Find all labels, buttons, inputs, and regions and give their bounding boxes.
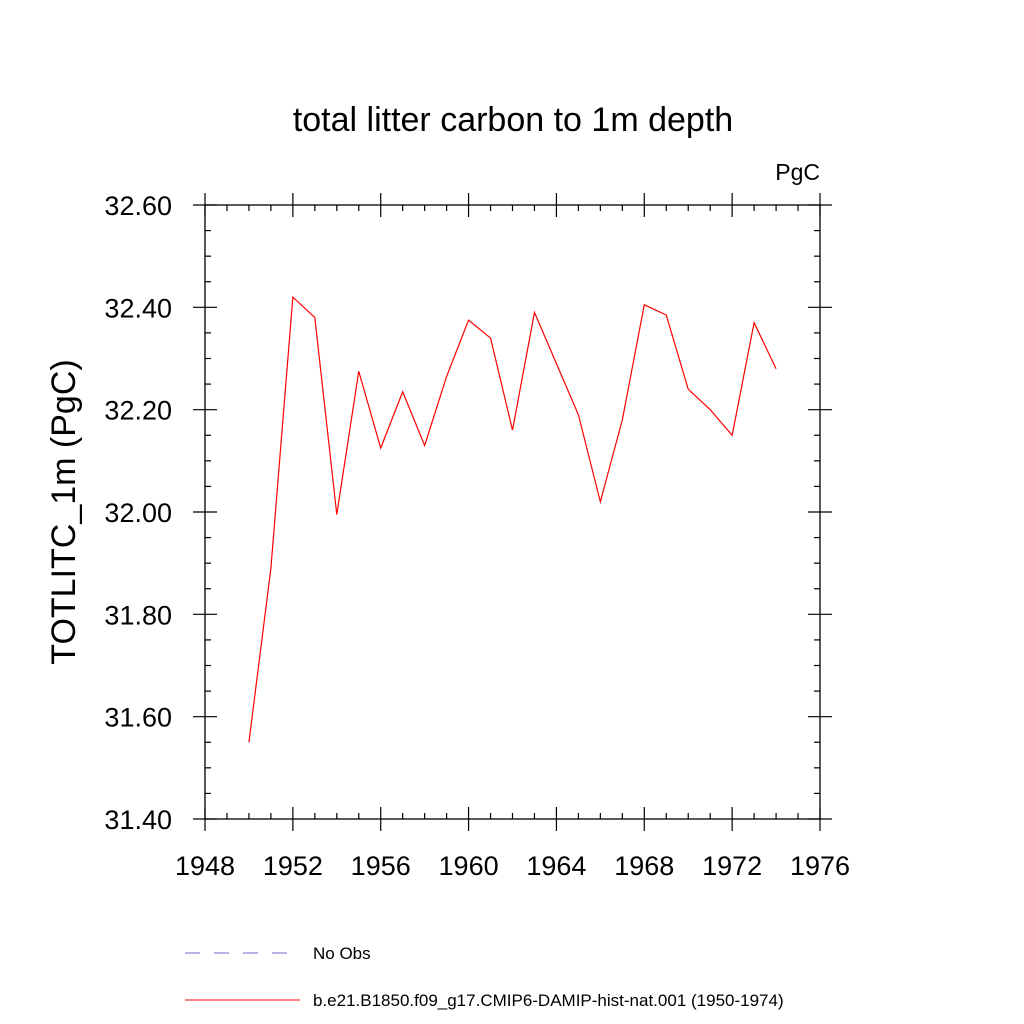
- x-tick-label: 1952: [263, 851, 323, 881]
- units-label: PgC: [775, 159, 820, 185]
- data-point: [556, 363, 557, 364]
- data-point: [754, 322, 755, 323]
- x-tick-label: 1964: [526, 851, 586, 881]
- tick-labels: 1948 1952 1956 1960 1964 1968 1972 1976 31.40 31.…: [104, 191, 850, 881]
- x-tick-label: 1968: [614, 851, 674, 881]
- data-point: [402, 391, 403, 392]
- axis-ticks: [193, 193, 832, 831]
- y-tick-label: 31.40: [104, 805, 172, 835]
- data-point: [490, 337, 491, 338]
- data-point: [424, 445, 425, 446]
- x-tick-label: 1960: [439, 851, 499, 881]
- legend-label: b.e21.B1850.f09_g17.CMIP6-DAMIP-hist-nat…: [313, 991, 784, 1010]
- y-tick-label: 32.20: [104, 396, 172, 426]
- data-point: [336, 514, 337, 515]
- y-tick-label: 32.40: [104, 293, 172, 323]
- y-tick-label: 32.00: [104, 498, 172, 528]
- data-point: [775, 368, 776, 369]
- x-tick-label: 1972: [702, 851, 762, 881]
- data-point: [358, 371, 359, 372]
- data-point: [512, 430, 513, 431]
- legend-label: No Obs: [313, 944, 371, 963]
- data-point: [270, 568, 271, 569]
- data-point: [644, 304, 645, 305]
- data-point: [600, 501, 601, 502]
- x-tick-label: 1976: [790, 851, 850, 881]
- data-point: [710, 409, 711, 410]
- y-tick-label: 31.60: [104, 703, 172, 733]
- data-point: [732, 435, 733, 436]
- legend: No Obs b.e21.B1850.f09_g17.CMIP6-DAMIP-hi…: [185, 944, 784, 1010]
- data-point: [578, 414, 579, 415]
- series-line: [248, 295, 777, 743]
- x-tick-label: 1948: [175, 851, 235, 881]
- series-layer: [248, 295, 777, 743]
- y-tick-label: 31.80: [104, 600, 172, 630]
- data-point: [292, 297, 293, 298]
- data-point: [314, 317, 315, 318]
- data-point: [446, 376, 447, 377]
- data-point: [666, 314, 667, 315]
- data-point: [534, 312, 535, 313]
- data-point: [248, 742, 249, 743]
- chart-title: total litter carbon to 1m depth: [293, 101, 733, 139]
- data-point: [688, 389, 689, 390]
- data-point: [468, 320, 469, 321]
- data-point: [380, 447, 381, 448]
- y-tick-label: 32.60: [104, 191, 172, 221]
- plot-frame: [204, 204, 821, 820]
- x-tick-label: 1956: [351, 851, 411, 881]
- y-axis-label: TOTLITC_1m (PgC): [45, 359, 83, 664]
- data-point: [622, 419, 623, 420]
